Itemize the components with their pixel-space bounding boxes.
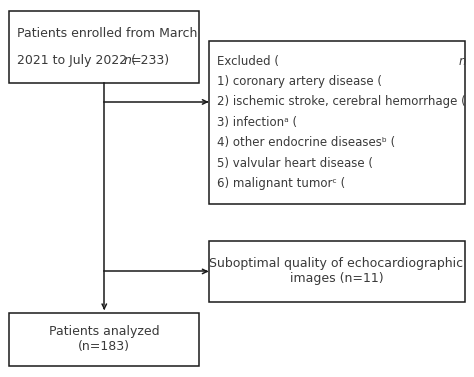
Text: 3) infectionᵃ (: 3) infectionᵃ (: [217, 116, 297, 129]
Text: Patients analyzed
(n=183): Patients analyzed (n=183): [49, 325, 160, 353]
Text: Excluded (: Excluded (: [217, 55, 279, 67]
Text: =233): =233): [130, 54, 170, 67]
Text: 4) other endocrine diseasesᵇ (: 4) other endocrine diseasesᵇ (: [217, 136, 395, 149]
Text: n: n: [459, 55, 466, 67]
Text: n: n: [123, 54, 131, 67]
Text: Suboptimal quality of echocardiographic
images (n=11): Suboptimal quality of echocardiographic …: [210, 257, 464, 285]
Bar: [9, 11, 199, 83]
Text: 2) ischemic stroke, cerebral hemorrhage (: 2) ischemic stroke, cerebral hemorrhage …: [217, 95, 466, 109]
Text: 6) malignant tumorᶜ (: 6) malignant tumorᶜ (: [217, 177, 346, 190]
Text: 2021 to July 2022 (: 2021 to July 2022 (: [17, 54, 136, 67]
Text: 5) valvular heart disease (: 5) valvular heart disease (: [217, 157, 373, 170]
Bar: [209, 41, 465, 204]
Bar: [209, 241, 465, 302]
Text: 1) coronary artery disease (: 1) coronary artery disease (: [217, 75, 382, 88]
Bar: [9, 313, 199, 366]
Text: Patients enrolled from March: Patients enrolled from March: [17, 28, 197, 40]
